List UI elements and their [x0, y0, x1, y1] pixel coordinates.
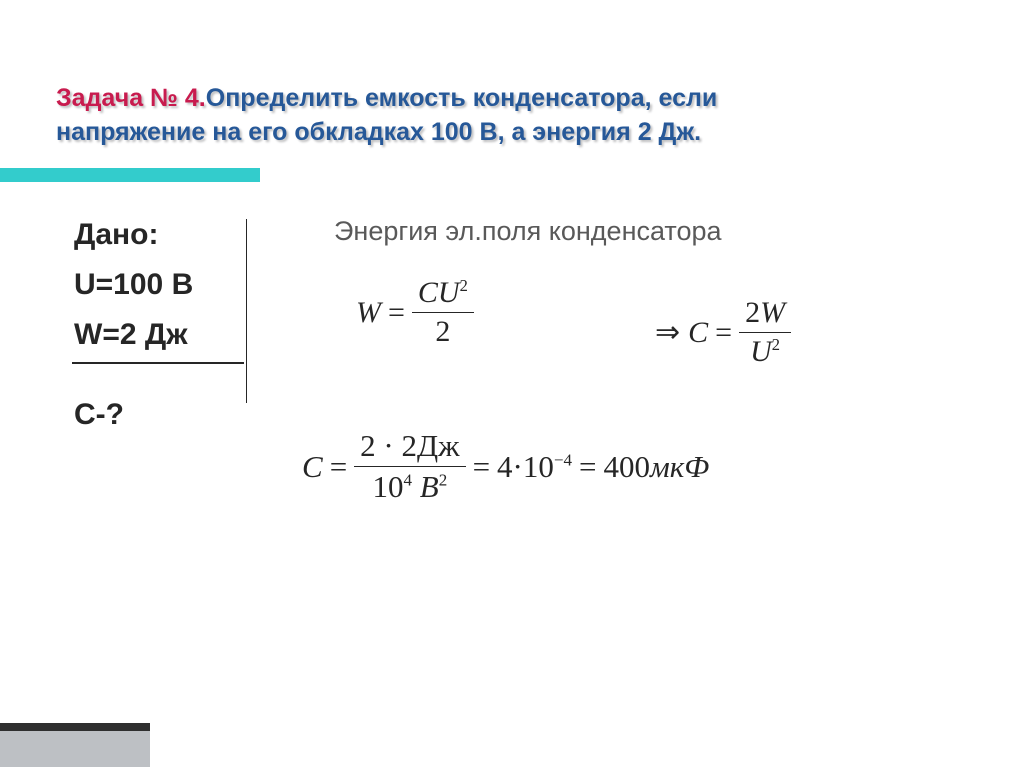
sym-eq-2: = — [708, 316, 739, 350]
title-rest: Определить емкость конденсатора, если — [206, 84, 717, 112]
formula-derived: ⇒ C = 2W U2 — [655, 296, 791, 369]
solution-subtitle: Энергия эл.поля конденсатора — [334, 216, 722, 247]
frac2-num: 2W — [739, 296, 791, 332]
calc-den-10: 10 — [373, 469, 404, 504]
calc-mid-sup: −4 — [554, 450, 572, 469]
calc-num-text: 2 · 2Дж — [360, 428, 459, 463]
calc-mid: 4·10−4 — [497, 449, 572, 485]
sym-W: W — [356, 296, 381, 330]
given-item-1: U=100 В — [74, 268, 193, 302]
calc-result: 400мкФ — [603, 449, 709, 485]
calc-mid-base: 4·10 — [497, 449, 554, 484]
title-prefix: Задача № 4. — [56, 84, 206, 112]
num-cu: CU — [418, 276, 460, 309]
calc-C: C — [302, 449, 323, 485]
calc-frac: 2 · 2Дж 104 В2 — [354, 428, 465, 505]
given-horizontal-rule — [72, 362, 244, 364]
arrow-icon: ⇒ — [655, 315, 688, 350]
find-block: C-? — [74, 398, 124, 448]
accent-bar — [0, 168, 260, 182]
calc-den-v: В — [420, 469, 439, 504]
given-vertical-rule — [246, 219, 247, 403]
formula-energy: W = CU2 2 — [356, 276, 916, 354]
num-sup: 2 — [460, 276, 468, 295]
frac-2w-u2: 2W U2 — [739, 296, 791, 369]
calc-result-unit: мкФ — [650, 449, 709, 484]
num-w: W — [760, 296, 785, 329]
title-line-1: Задача № 4.Определить емкость конденсато… — [56, 82, 876, 116]
sym-eq: = — [381, 296, 412, 330]
calc-eq1: = — [323, 449, 354, 485]
given-label: Дано: — [74, 218, 193, 252]
formula-w-eq: W = CU2 2 — [356, 276, 474, 349]
num-2: 2 — [745, 296, 760, 329]
corner-box — [0, 731, 150, 767]
sym-C: C — [688, 316, 708, 350]
given-item-2: W=2 Дж — [74, 318, 193, 352]
den-sup: 2 — [772, 335, 780, 354]
calc-eq3: = — [572, 449, 603, 485]
corner-strip — [0, 723, 150, 731]
calc-result-num: 400 — [603, 449, 650, 484]
frac-num: CU2 — [412, 276, 474, 312]
find-label: C-? — [74, 398, 124, 432]
calc-den: 104 В2 — [354, 466, 465, 505]
frac2-den: U2 — [739, 332, 791, 369]
slide: Задача № 4.Определить емкость конденсато… — [0, 0, 1024, 767]
frac-den: 2 — [412, 312, 474, 349]
frac-cu2-2: CU2 2 — [412, 276, 474, 349]
calc-num: 2 · 2Дж — [354, 428, 465, 466]
title-line-2: напряжение на его обкладках 100 В, а эне… — [56, 116, 876, 150]
calc-den-10sup: 4 — [404, 471, 413, 490]
calc-eq2: = — [466, 449, 497, 485]
given-block: Дано: U=100 В W=2 Дж — [74, 218, 193, 368]
problem-title: Задача № 4.Определить емкость конденсато… — [56, 82, 876, 150]
den-u: U — [750, 335, 772, 368]
formula-calculation: C = 2 · 2Дж 104 В2 = 4·10−4 = 400мкФ — [302, 428, 709, 505]
calc-den-vsup: 2 — [439, 471, 448, 490]
